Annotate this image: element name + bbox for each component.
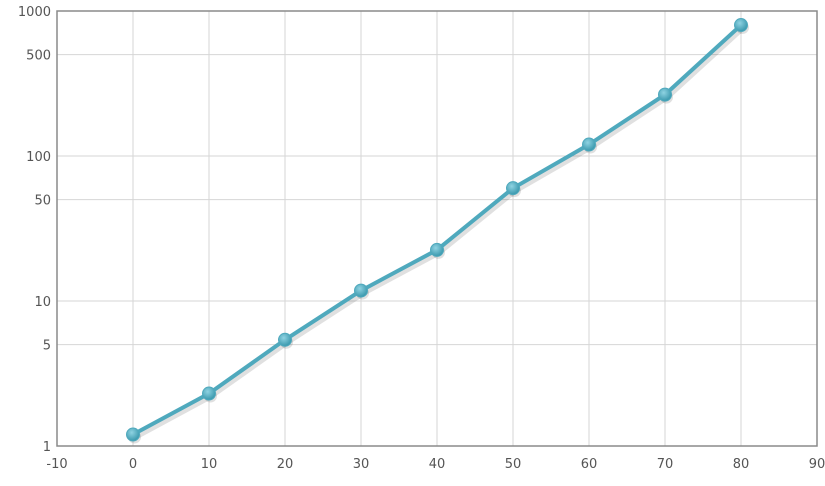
- x-tick-label: 90: [809, 457, 825, 472]
- data-point: [354, 283, 368, 298]
- series-markers: [126, 18, 749, 444]
- x-tick-label: 30: [353, 457, 370, 472]
- data-point: [278, 332, 292, 347]
- x-tick-label: 50: [505, 457, 522, 472]
- x-tick-label: 10: [201, 457, 218, 472]
- y-tick-label: 50: [34, 194, 51, 209]
- y-tick-label: 1000: [18, 5, 51, 20]
- x-tick-label: 40: [429, 457, 446, 472]
- data-point: [126, 427, 140, 442]
- data-point: [658, 87, 672, 102]
- series-line-1: [131, 23, 745, 440]
- x-tick-label: 20: [277, 457, 294, 472]
- data-point: [582, 137, 596, 152]
- y-tick-label: 1: [43, 440, 51, 455]
- grid: [56, 10, 818, 447]
- x-tick-label: 60: [581, 457, 598, 472]
- y-axis-ticks: 1 5 10 50 100 500 1000: [18, 5, 51, 455]
- y-tick-label: 100: [26, 150, 51, 165]
- x-tick-label: -10: [46, 457, 67, 472]
- data-point: [430, 242, 444, 257]
- y-tick-label: 10: [34, 295, 51, 310]
- x-axis-ticks: -10 0 10 20 30 40 50 60 70 80 90: [46, 457, 825, 472]
- plot-frame: [56, 10, 818, 447]
- x-tick-label: 0: [129, 457, 137, 472]
- x-tick-label: 80: [733, 457, 750, 472]
- x-tick-label: 70: [657, 457, 674, 472]
- data-point: [506, 181, 520, 196]
- data-point: [202, 386, 216, 401]
- y-tick-label: 5: [43, 339, 51, 354]
- data-point: [734, 18, 748, 33]
- y-tick-label: 500: [26, 49, 51, 64]
- series-shadow: [133, 26, 745, 440]
